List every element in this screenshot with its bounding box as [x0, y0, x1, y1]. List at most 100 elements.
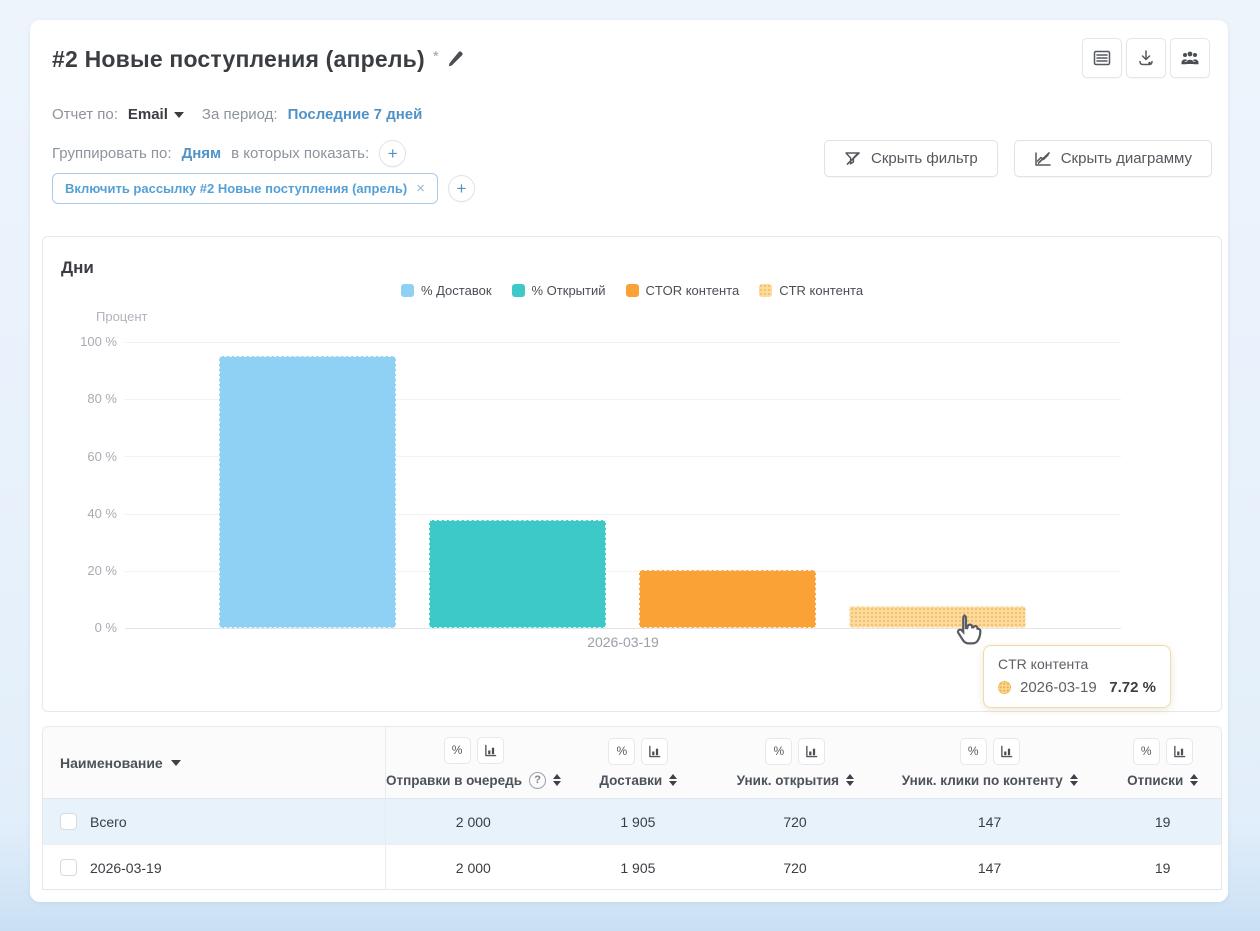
- campaign-filter-chip[interactable]: Включить рассылку #2 Новые поступления (…: [52, 173, 438, 204]
- unsaved-marker: *: [433, 48, 439, 65]
- percent-toggle-button[interactable]: %: [608, 738, 635, 765]
- column-label[interactable]: Уник. открытия: [737, 773, 839, 788]
- bar-chart-icon: [1000, 745, 1013, 758]
- percent-toggle-button[interactable]: %: [960, 738, 987, 765]
- name-column-label: Наименование: [60, 755, 163, 771]
- cell-unique-opens: 720: [715, 845, 875, 890]
- percent-toggle-button[interactable]: %: [1133, 738, 1160, 765]
- column-label[interactable]: Уник. клики по контенту: [902, 773, 1063, 788]
- report-by-value: Email: [128, 106, 168, 123]
- remove-chip-icon[interactable]: ×: [416, 180, 425, 197]
- sort-control[interactable]: [669, 774, 677, 786]
- cell-unique-clicks: 147: [875, 799, 1104, 844]
- bar-deliveries[interactable]: [219, 356, 396, 628]
- plot-area: [125, 342, 1121, 628]
- tooltip-value: 7.72 %: [1109, 679, 1156, 696]
- percent-toggle-button[interactable]: %: [765, 738, 792, 765]
- help-icon[interactable]: ?: [529, 772, 546, 789]
- column-header-unique-opens: % Уник. открытия: [716, 727, 876, 798]
- hide-chart-button[interactable]: Скрыть диаграмму: [1014, 140, 1212, 177]
- legend-label: CTOR контента: [646, 283, 740, 298]
- bar-ctor[interactable]: [639, 570, 816, 628]
- y-tick: 60 %: [43, 449, 117, 464]
- row-checkbox[interactable]: [60, 859, 77, 876]
- chip-label: Включить рассылку #2 Новые поступления (…: [65, 181, 407, 196]
- legend-label: CTR контента: [779, 283, 863, 298]
- y-tick: 20 %: [43, 563, 117, 578]
- y-tick: 100 %: [43, 334, 117, 349]
- bar-opens[interactable]: [429, 520, 606, 628]
- legend-label: % Доставок: [421, 283, 492, 298]
- tooltip-series-name: CTR контента: [998, 656, 1156, 672]
- chart-off-icon: [1034, 151, 1052, 167]
- column-label[interactable]: Доставки: [599, 773, 662, 788]
- tooltip-marker-icon: [998, 681, 1011, 694]
- chart-toggle-button[interactable]: [993, 738, 1020, 765]
- legend-swatch-ctor: [626, 284, 639, 297]
- chart-tooltip: CTR контента 2026-03-19 7.72 %: [983, 645, 1171, 708]
- hide-filter-button[interactable]: Скрыть фильтр: [824, 140, 998, 177]
- sort-control[interactable]: [1190, 774, 1198, 786]
- y-tick: 0 %: [43, 620, 117, 635]
- sort-control[interactable]: [846, 774, 854, 786]
- toolbar: [1082, 38, 1210, 78]
- bar-chart-icon: [805, 745, 818, 758]
- row-name: 2026-03-19: [90, 860, 162, 876]
- column-header-queued: % Отправки в очередь ?: [386, 727, 561, 798]
- show-in-label: в которых показать:: [231, 145, 369, 162]
- legend-swatch-deliveries: [401, 284, 414, 297]
- chart-toggle-button[interactable]: [641, 738, 668, 765]
- legend-item-deliveries[interactable]: % Доставок: [401, 283, 492, 298]
- column-label[interactable]: Отправки в очередь: [386, 773, 522, 788]
- audience-icon: [1179, 48, 1201, 68]
- bar-chart-icon: [484, 744, 497, 757]
- edit-title-button[interactable]: [447, 50, 465, 73]
- table-row-total[interactable]: Всего 2 000 1 905 720 147 19: [43, 799, 1221, 845]
- report-by-label: Отчет по:: [52, 106, 118, 123]
- column-label[interactable]: Отписки: [1127, 773, 1183, 788]
- chart-toggle-button[interactable]: [1166, 738, 1193, 765]
- sort-control[interactable]: [1070, 774, 1078, 786]
- column-header-unique-clicks: % Уник. клики по контенту: [875, 727, 1104, 798]
- add-dimension-button[interactable]: +: [379, 140, 406, 167]
- y-tick: 80 %: [43, 391, 117, 406]
- sort-control[interactable]: [553, 774, 561, 786]
- table-view-button[interactable]: [1082, 38, 1122, 78]
- cell-queued: 2 000: [386, 799, 561, 844]
- y-axis-title: Процент: [96, 309, 147, 324]
- legend-swatch-ctr: [759, 284, 772, 297]
- report-by-select[interactable]: Email: [128, 106, 184, 123]
- download-button[interactable]: [1126, 38, 1166, 78]
- chart-card: Дни % Доставок % Открытий CTOR контента …: [42, 236, 1222, 712]
- audience-button[interactable]: [1170, 38, 1210, 78]
- row-name: Всего: [90, 814, 127, 830]
- row-checkbox[interactable]: [60, 813, 77, 830]
- cell-unique-opens: 720: [715, 799, 875, 844]
- add-filter-button[interactable]: +: [448, 175, 475, 202]
- dropdown-arrow-icon: [171, 760, 181, 766]
- percent-toggle-button[interactable]: %: [444, 737, 471, 764]
- legend-swatch-opens: [512, 284, 525, 297]
- hide-chart-label: Скрыть диаграмму: [1061, 150, 1192, 167]
- legend-item-ctr[interactable]: CTR контента: [759, 283, 863, 298]
- chart-legend: % Доставок % Открытий CTOR контента CTR …: [43, 283, 1221, 298]
- column-header-unsubscribes: % Отписки: [1104, 727, 1221, 798]
- table-header-row: Наименование % Отправки в очередь: [43, 727, 1221, 799]
- column-header-delivered: % Доставки: [561, 727, 716, 798]
- period-select[interactable]: Последние 7 дней: [288, 106, 423, 123]
- hide-filter-label: Скрыть фильтр: [871, 150, 978, 167]
- bar-chart-icon: [1173, 745, 1186, 758]
- legend-item-ctor[interactable]: CTOR контента: [626, 283, 740, 298]
- table-row-date[interactable]: 2026-03-19 2 000 1 905 720 147 19: [43, 845, 1221, 890]
- chart-title: Дни: [61, 258, 94, 278]
- column-header-name[interactable]: Наименование: [43, 727, 386, 798]
- chart-toggle-button[interactable]: [477, 737, 504, 764]
- y-tick: 40 %: [43, 506, 117, 521]
- group-by-select[interactable]: Дням: [182, 145, 222, 162]
- filter-off-icon: [844, 151, 862, 167]
- legend-item-opens[interactable]: % Открытий: [512, 283, 606, 298]
- bar-ctr[interactable]: [849, 606, 1026, 628]
- chart-toggle-button[interactable]: [798, 738, 825, 765]
- cell-queued: 2 000: [386, 845, 561, 890]
- filter-row-group: Группировать по: Дням в которых показать…: [52, 140, 406, 167]
